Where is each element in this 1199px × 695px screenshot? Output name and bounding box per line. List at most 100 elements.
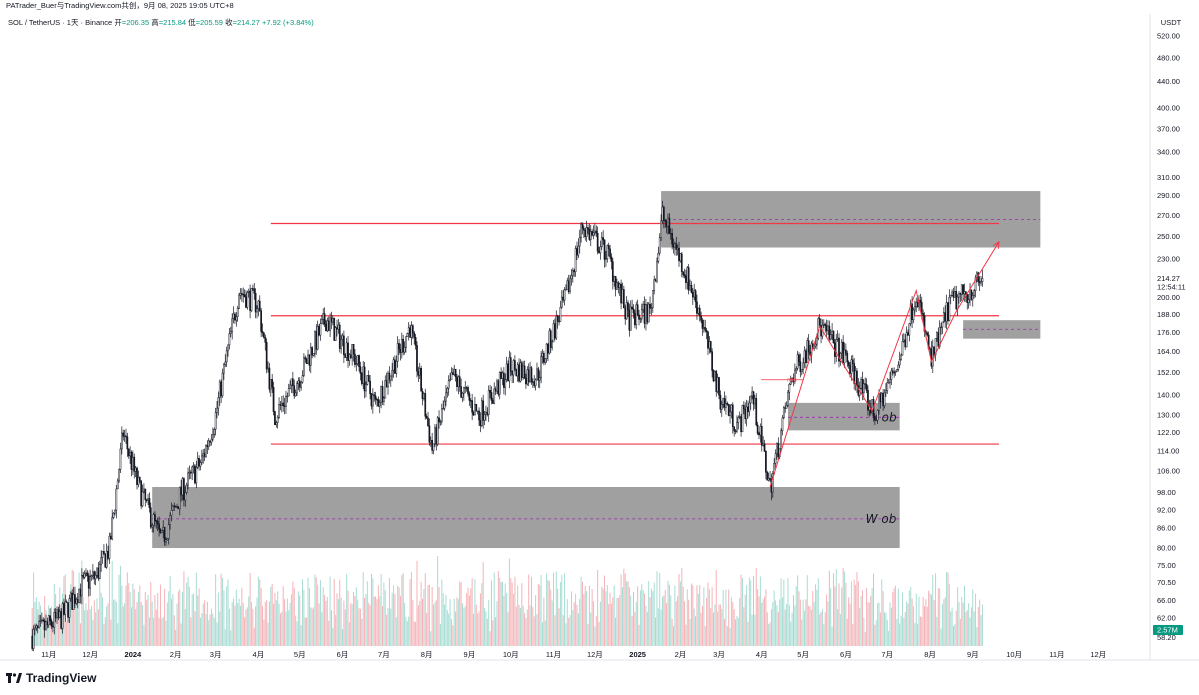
candle-body (94, 575, 97, 580)
volume-bar (889, 602, 891, 646)
volume-badge-label: 2.57M (1157, 626, 1178, 635)
time-tick: 3月 (210, 650, 222, 659)
volume-bar (576, 604, 578, 646)
candle-body (762, 443, 764, 446)
candle-body (75, 598, 78, 604)
candle-body (423, 393, 425, 399)
candle-body (636, 304, 639, 316)
volume-bar (255, 606, 257, 646)
candle-body (316, 325, 319, 350)
candle-body (449, 379, 451, 382)
volume-bar (682, 586, 684, 646)
volume-bar (918, 596, 920, 646)
candle-body (777, 443, 780, 458)
tradingview-logo[interactable]: TradingView (6, 671, 96, 685)
candle-body (214, 412, 217, 430)
volume-bar (449, 599, 451, 646)
candle-body (689, 285, 691, 291)
volume-bar (693, 608, 695, 646)
volume-bar (610, 603, 612, 646)
volume-bar (453, 598, 455, 646)
candle-body (530, 367, 533, 382)
candle-body (391, 370, 394, 377)
time-tick: 5月 (797, 650, 809, 659)
volume-bar (270, 586, 272, 646)
volume-bar (561, 574, 563, 646)
countdown-label: 12:54:11 (1157, 283, 1186, 292)
candle-body (165, 539, 167, 543)
candle-body (827, 325, 829, 331)
volume-bar (31, 608, 33, 646)
high-label: 高 (151, 18, 159, 27)
volume-bar (700, 612, 702, 646)
volume-bar (395, 617, 397, 646)
candle-body (370, 393, 373, 407)
candle-body (305, 358, 308, 364)
volume-bar (290, 594, 292, 646)
volume-bar (41, 617, 43, 646)
candle-body (658, 237, 661, 254)
candle-body (491, 400, 494, 404)
candle-body (500, 372, 502, 379)
candle-body (487, 390, 490, 415)
volume-bar (46, 620, 48, 646)
price-tick: 270.00 (1157, 211, 1180, 220)
volume-bar (871, 588, 873, 646)
volume-bar (321, 611, 323, 646)
currency-label[interactable]: USDT (1160, 18, 1182, 27)
candle-body (457, 376, 460, 387)
candle-body (949, 295, 952, 298)
volume-bar (857, 581, 859, 646)
volume-bar (79, 623, 81, 646)
candle-body (47, 615, 50, 626)
candle-body (944, 312, 947, 322)
volume-bar (595, 616, 597, 646)
volume-bar (791, 612, 793, 646)
tradingview-icon (6, 673, 22, 683)
candle-body (187, 472, 189, 486)
volume-bar (780, 578, 782, 646)
candle-body (707, 331, 709, 349)
volume-bar (602, 588, 604, 646)
candle-body (34, 627, 36, 630)
candle-body (647, 303, 650, 323)
volume-bar (206, 601, 208, 646)
volume-bar (354, 596, 356, 646)
candle-body (543, 352, 545, 363)
candle-body (587, 227, 589, 230)
candle-body (722, 398, 725, 405)
volume-bar (935, 573, 937, 646)
candle-body (330, 317, 333, 323)
candle-body (189, 471, 192, 474)
volume-bar (588, 585, 590, 646)
volume-bar (526, 609, 528, 646)
candle-body (744, 408, 747, 420)
candle-body (136, 467, 138, 485)
candle-body (78, 588, 80, 603)
candle-body (294, 392, 297, 397)
candle-body (629, 306, 632, 331)
candle-body (856, 370, 858, 386)
volume-bar (699, 585, 701, 646)
candle-body (185, 484, 188, 493)
candle-body (169, 515, 171, 525)
candle-body (945, 302, 948, 322)
volume-bar (821, 609, 823, 646)
candle-body (118, 469, 120, 482)
price-tick: 114.00 (1157, 447, 1179, 456)
volume-bar (798, 591, 800, 646)
volume-bar (333, 578, 335, 646)
price-axis: 62.00 66.00 70.50 75.00 80.00 86.00 92.00 98.00… (1153, 32, 1186, 642)
volume-bar (496, 601, 498, 646)
volume-bar (645, 605, 647, 646)
volume-bar (188, 586, 190, 646)
candle-body (798, 354, 800, 362)
volume-bar (528, 574, 530, 646)
volume-bar (795, 586, 797, 646)
candle-body (958, 293, 960, 298)
symbol-name[interactable]: SOL / TetherUS · 1天 · Binance (8, 18, 113, 27)
price-tick: 310.00 (1157, 173, 1180, 182)
candle-body (566, 280, 569, 290)
candle-body (194, 465, 196, 484)
